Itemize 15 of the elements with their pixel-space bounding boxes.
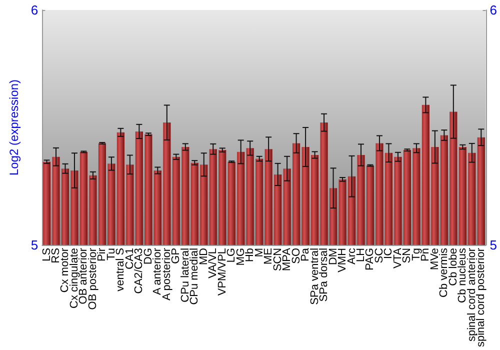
x-tick-label: spinal cord posterior bbox=[475, 248, 488, 348]
y-axis-title: Log2 (expression) bbox=[7, 79, 21, 176]
x-tick-label: Pir bbox=[96, 248, 108, 262]
x-tick-label: SO bbox=[290, 248, 302, 264]
x-tick-label: Pa bbox=[300, 247, 312, 262]
x-tick-label: CPu medial bbox=[188, 248, 201, 305]
x-tick-label: Cb lobe bbox=[447, 248, 460, 286]
y2-tick-label: 5 bbox=[490, 237, 498, 252]
x-tick-label: RS bbox=[50, 248, 62, 264]
y2-tick-label: 6 bbox=[490, 2, 498, 18]
x-tick-label: DG bbox=[142, 248, 154, 264]
x-tick-label: GP bbox=[170, 248, 182, 264]
x-tick-label: IC bbox=[382, 248, 395, 259]
x-tick-label: SCN bbox=[272, 248, 284, 272]
x-tick-label: SC bbox=[373, 248, 386, 264]
